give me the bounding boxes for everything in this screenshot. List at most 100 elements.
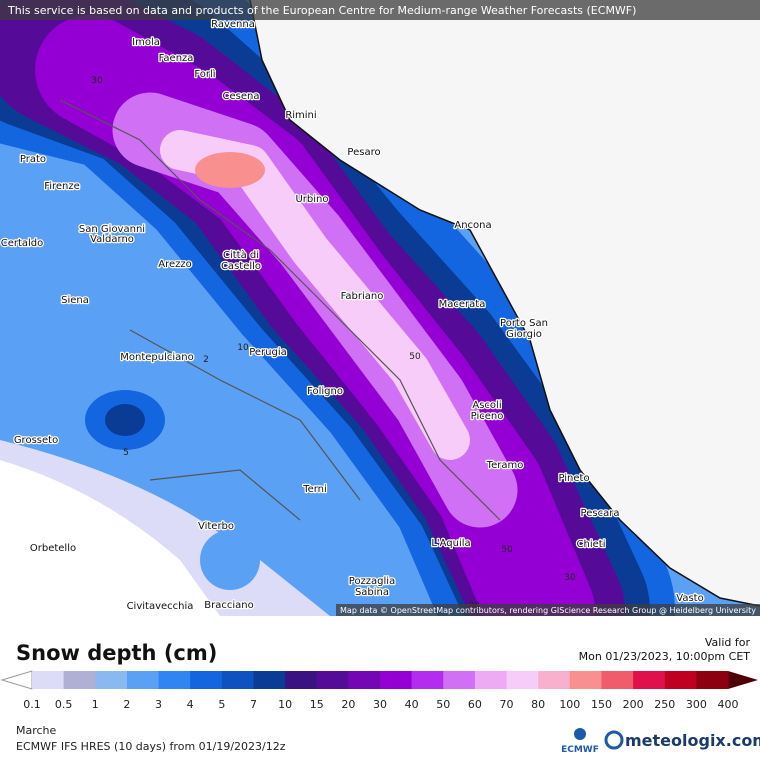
legend-swatch [316, 671, 349, 689]
legend-swatch [126, 671, 160, 689]
legend-label: 2 [123, 698, 130, 711]
city: Pescara [581, 508, 620, 519]
legend-label: 50 [436, 698, 450, 711]
contour-label: 50 [501, 545, 513, 555]
legend-label: 250 [654, 698, 675, 711]
city: Cesena [223, 91, 260, 102]
legend-swatch [348, 671, 381, 689]
city: Imola [132, 37, 160, 48]
legend-label: 30 [373, 698, 387, 711]
contour-label: 10 [237, 343, 249, 353]
logo-right: meteologix.com [625, 731, 760, 750]
city: Ancona [454, 220, 491, 231]
ecmwf-icon [574, 728, 586, 740]
city: Porto San [500, 318, 548, 329]
city: Pineto [558, 473, 589, 484]
city: Urbino [295, 194, 328, 205]
city: Vasto [676, 593, 703, 604]
legend-label: 3 [155, 698, 162, 711]
legend-swatch [474, 671, 508, 689]
city: Castello [221, 261, 261, 272]
city: Pesaro [347, 147, 380, 158]
attribution: Map data © OpenStreetMap contributors, r… [340, 606, 756, 615]
city: Teramo [486, 460, 524, 471]
legend-swatch [190, 671, 223, 689]
city: Chieti [577, 539, 606, 550]
legend-swatch [506, 671, 539, 689]
legend-swatch [569, 671, 602, 689]
city: Faenza [159, 53, 194, 64]
legend-label: 0.1 [23, 698, 41, 711]
city: Orbetello [30, 543, 76, 554]
legend-label: 4 [187, 698, 194, 711]
contour-label: 50 [409, 352, 421, 362]
region: Marche [16, 724, 57, 737]
city: Civitavecchia [127, 601, 194, 612]
legend-label: 60 [468, 698, 482, 711]
legend-swatch [63, 671, 96, 689]
city: Rimini [285, 110, 316, 121]
legend-label: 100 [559, 698, 580, 711]
city: Sabina [355, 587, 389, 598]
city: Giorgio [506, 329, 542, 340]
city: Fabriano [341, 291, 384, 302]
contour-label: 2 [203, 355, 209, 365]
legend-label: 80 [531, 698, 545, 711]
city: Perugia [249, 347, 287, 358]
legend-label: 15 [310, 698, 324, 711]
legend-swatch [633, 671, 666, 689]
city: Foligno [307, 386, 343, 397]
legend-label: 1 [92, 698, 99, 711]
city: Montepulciano [120, 352, 193, 363]
meteologix-icon [604, 730, 624, 750]
borders [59, 99, 501, 521]
city: Pozzaglia [349, 576, 395, 587]
legend-label: 200 [623, 698, 644, 711]
legend-swatch [253, 671, 286, 689]
city: Forlì [194, 68, 215, 80]
city: Ravenna [211, 19, 255, 30]
legend-swatch [380, 671, 413, 689]
legend-label: 300 [686, 698, 707, 711]
legend-swatch [696, 671, 729, 689]
attribution-bar [336, 604, 760, 616]
notice: This service is based on data and produc… [7, 4, 636, 17]
city: Città di [223, 249, 259, 261]
legend-label: 5 [218, 698, 225, 711]
city: Siena [61, 295, 89, 306]
legend-swatch [95, 671, 128, 689]
city: L'Aquila [431, 538, 470, 549]
city: Macerata [439, 299, 486, 310]
city: San Giovanni [79, 224, 145, 235]
legend-swatch [664, 671, 697, 689]
legend-label: 70 [500, 698, 514, 711]
city: Firenze [44, 181, 80, 192]
city: Bracciano [204, 600, 253, 611]
city: Valdarno [90, 234, 134, 245]
legend-label: 20 [341, 698, 355, 711]
legend-swatch [158, 671, 191, 689]
valid-label: Valid for [705, 636, 751, 649]
legend-swatch [538, 671, 571, 689]
legend-swatch [32, 671, 65, 689]
legend-label: 150 [591, 698, 612, 711]
city-labels: Ravenna Imola Faenza Forlì Cesena Rimini… [0, 18, 705, 614]
legend-label: 10 [278, 698, 292, 711]
model: ECMWF IFS HRES (10 days) from 01/19/2023… [16, 740, 286, 753]
city: Piceno [471, 411, 504, 422]
legend-swatch [443, 671, 476, 689]
city: Viterbo [198, 521, 234, 532]
legend-label: 0.5 [55, 698, 73, 711]
city: Ascoli [472, 400, 501, 411]
legend-label: 7 [250, 698, 257, 711]
legend-swatch [601, 671, 634, 689]
city: Terni [302, 484, 327, 495]
legend-label: 400 [718, 698, 739, 711]
legend: 0.1 0.5 1 2 3 4 5 7 10 15 20 30 40 50 60 70 80 100 150 200 2… [23, 671, 739, 711]
city: Arezzo [158, 259, 192, 270]
legend-swatch [221, 671, 254, 689]
contour-label: 30 [91, 76, 103, 86]
legend-high [728, 671, 758, 689]
logo-left: ECMWF [561, 745, 599, 755]
